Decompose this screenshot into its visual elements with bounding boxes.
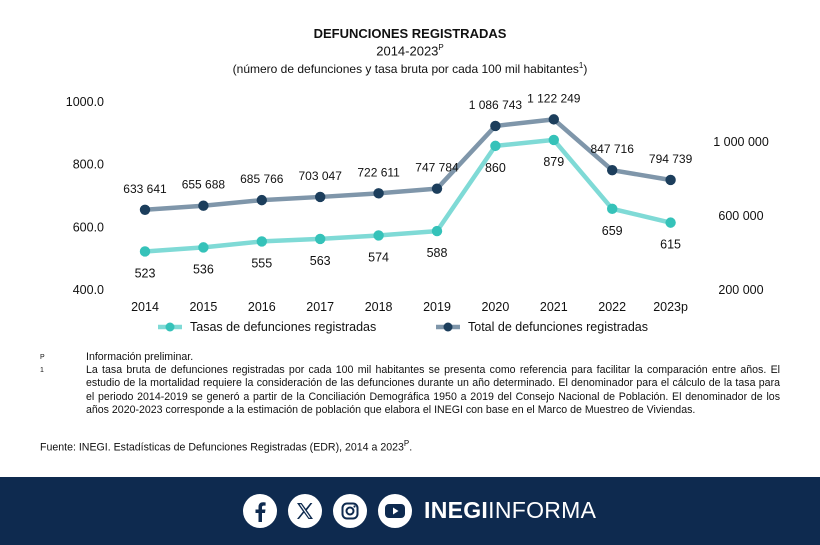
- note-mark: 1: [40, 367, 44, 375]
- period-mark: P: [438, 43, 444, 52]
- brand-light: INFORMA: [488, 497, 597, 523]
- note-text: La tasa bruta de defunciones registradas…: [86, 364, 780, 416]
- total-data-label: 703 047: [299, 169, 343, 183]
- rate-point: [431, 225, 443, 237]
- left-axis-tick-label: 600.0: [73, 220, 104, 234]
- right-axis-tick-label: 200 000: [718, 283, 763, 297]
- legend-rate-label: Tasas de defunciones registradas: [190, 320, 376, 334]
- total-point: [198, 200, 209, 211]
- x-axis-tick-label: 2018: [365, 300, 393, 314]
- rate-point: [373, 230, 384, 241]
- total-point: [665, 174, 676, 186]
- rate-point: [139, 246, 151, 257]
- footer-bar: INEGIINFORMA: [0, 477, 820, 545]
- note-rate: 1 La tasa bruta de defunciones registrad…: [40, 364, 780, 417]
- total-data-label: 633 641: [123, 182, 167, 196]
- total-point: [431, 183, 443, 194]
- chart-period: 2014-2023P: [0, 43, 820, 58]
- total-data-label: 722 611: [357, 165, 400, 179]
- total-point: [607, 164, 618, 176]
- total-data-label: 847 716: [591, 142, 635, 156]
- x-axis-tick-label: 2021: [540, 300, 568, 314]
- right-axis-tick-label: 1 000 000: [713, 135, 769, 149]
- x-icon[interactable]: [288, 494, 322, 528]
- rate-data-label: 659: [602, 224, 623, 238]
- total-point: [256, 194, 267, 206]
- total-point: [490, 120, 501, 132]
- youtube-icon[interactable]: [378, 494, 412, 528]
- rate-point: [665, 217, 676, 228]
- subtitle-text: (número de defunciones y tasa bruta por …: [232, 62, 579, 76]
- left-axis-tick-label: 1000.0: [66, 95, 104, 109]
- rate-series-line: [144, 137, 672, 254]
- right-axis-tick-label: 600 000: [718, 209, 763, 223]
- rate-data-label: 615: [660, 238, 681, 252]
- source-end: .: [409, 441, 413, 454]
- total-data-label: 1 086 743: [469, 98, 523, 112]
- rate-data-label: 588: [427, 246, 448, 260]
- legend-total-label: Total de defunciones registradas: [468, 320, 648, 334]
- source-text: Fuente: INEGI. Estadísticas de Defuncion…: [40, 441, 404, 454]
- x-axis-tick-label: 2017: [306, 300, 334, 314]
- total-point: [548, 114, 559, 125]
- rate-point: [315, 233, 326, 245]
- rate-data-label: 879: [543, 155, 564, 169]
- brand-wordmark: INEGIINFORMA: [424, 497, 596, 524]
- left-axis-tick-label: 800.0: [73, 158, 104, 172]
- rate-point: [607, 203, 618, 215]
- chart-subtitle: (número de defunciones y tasa bruta por …: [0, 61, 820, 76]
- rate-point: [198, 242, 209, 253]
- legend-rate-marker: [165, 322, 175, 332]
- x-axis-tick-label: 2016: [248, 300, 276, 314]
- total-data-label: 747 784: [415, 161, 459, 175]
- total-point: [315, 191, 326, 203]
- x-axis-tick-label: 2019: [423, 300, 451, 314]
- total-data-label: 794 739: [649, 152, 693, 166]
- x-axis-tick-label: 2023p: [653, 300, 688, 314]
- line-chart: 400.0 600.0 800.0 1000.0 200 000 600 000 1 000…: [66, 91, 769, 334]
- note-text: Información preliminar.: [86, 351, 194, 363]
- total-data-label: 1 122 249: [527, 91, 581, 105]
- rate-data-label: 563: [310, 254, 331, 268]
- period-text: 2014-2023: [376, 43, 439, 59]
- brand-bold: INEGI: [424, 497, 489, 523]
- total-series-line: [144, 117, 671, 213]
- instagram-icon[interactable]: [333, 494, 367, 528]
- facebook-icon[interactable]: [243, 494, 277, 528]
- source-note: Fuente: INEGI. Estadísticas de Defuncion…: [40, 439, 412, 454]
- x-axis-tick-label: 2015: [189, 300, 217, 314]
- source-mark: P: [403, 439, 410, 448]
- note-mark: P: [40, 354, 45, 361]
- note-preliminary: P Información preliminar.: [40, 351, 780, 364]
- rate-point: [256, 236, 267, 247]
- total-point: [373, 188, 384, 199]
- left-axis-tick-label: 400.0: [73, 283, 104, 297]
- rate-data-label: 860: [485, 161, 506, 175]
- rate-point: [490, 140, 501, 152]
- rate-point: [548, 134, 559, 146]
- legend-total-marker: [443, 322, 453, 332]
- rate-data-label: 536: [193, 262, 214, 276]
- rate-data-label: 555: [251, 256, 272, 270]
- subtitle-mark: 1: [578, 61, 584, 70]
- total-data-label: 685 766: [240, 172, 284, 186]
- rate-data-label: 523: [135, 266, 156, 280]
- x-axis-tick-label: 2022: [598, 300, 626, 314]
- rate-data-label: 574: [368, 250, 389, 264]
- total-data-label: 655 688: [182, 178, 226, 192]
- chart-title: DEFUNCIONES REGISTRADAS: [313, 26, 507, 41]
- total-point: [139, 204, 151, 215]
- x-axis-tick-label: 2020: [481, 300, 509, 314]
- subtitle-close: ): [583, 62, 588, 76]
- footnotes: P Información preliminar. 1 La tasa brut…: [40, 351, 780, 417]
- x-axis-tick-label: 2014: [131, 300, 159, 314]
